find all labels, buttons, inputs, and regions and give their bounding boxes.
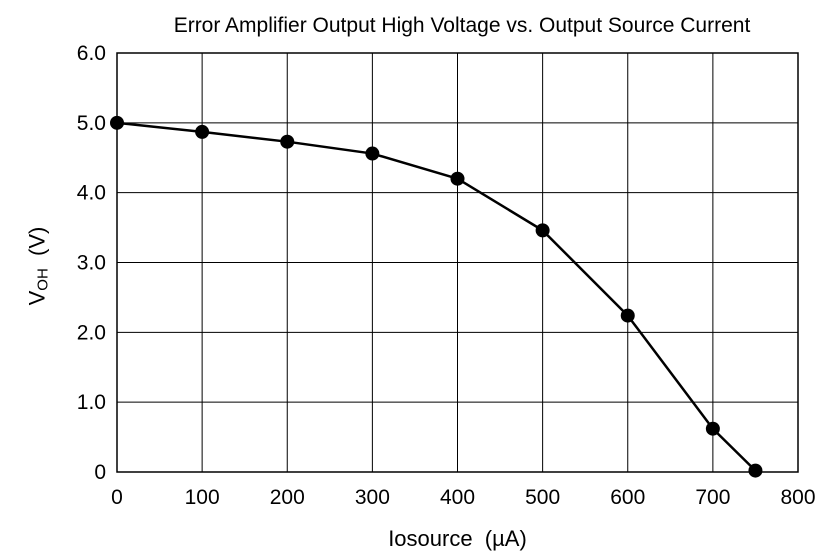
y-tick-label: 0 <box>94 461 106 484</box>
chart-title: Error Amplifier Output High Voltage vs. … <box>173 14 751 37</box>
data-point <box>110 115 124 130</box>
x-tick-label: 100 <box>185 486 220 509</box>
y-tick-label: 1.0 <box>77 391 106 414</box>
data-point <box>195 124 210 139</box>
data-point <box>748 463 763 478</box>
data-point <box>535 223 550 238</box>
data-points <box>110 115 763 478</box>
data-point <box>450 171 465 186</box>
data-point <box>365 146 380 161</box>
x-tick-label: 800 <box>780 486 815 509</box>
tick-labels: 0 100 200 300 400 500 600 700 800 0 1.0 2.0 3.0 4.0 5.… <box>77 42 816 509</box>
y-tick-label: 5.0 <box>77 112 106 135</box>
data-point <box>280 134 295 149</box>
x-tick-label: 700 <box>695 486 730 509</box>
plot-frame <box>116 52 799 473</box>
x-tick-label: 300 <box>355 486 390 509</box>
x-tick-label: 600 <box>610 486 645 509</box>
grid-lines <box>116 52 799 473</box>
data-point <box>705 421 720 436</box>
data-point <box>620 308 635 323</box>
y-tick-label: 2.0 <box>77 321 106 344</box>
series-line <box>116 121 757 472</box>
y-tick-label: 3.0 <box>77 252 106 275</box>
x-tick-label: 200 <box>270 486 305 509</box>
x-tick-label: 500 <box>525 486 560 509</box>
x-tick-label: 400 <box>440 486 475 509</box>
x-tick-label: 0 <box>111 486 123 509</box>
y-tick-label: 6.0 <box>77 42 106 65</box>
y-tick-label: 4.0 <box>77 182 106 205</box>
x-axis-label: Iosource (µA) <box>388 526 527 551</box>
y-axis-label: VOH (V) <box>24 226 52 306</box>
